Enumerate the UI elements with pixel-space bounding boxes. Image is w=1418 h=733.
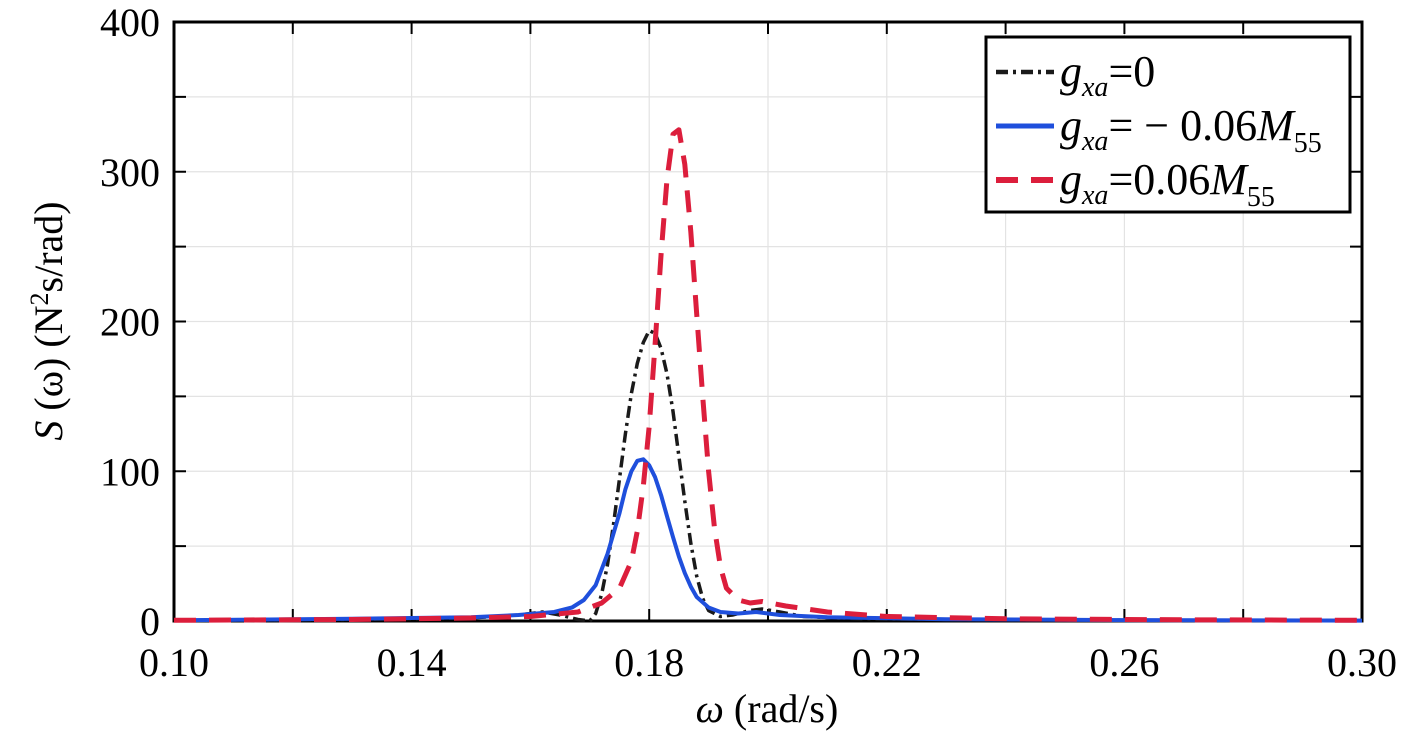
- x-tick-label: 0.30: [1327, 640, 1397, 685]
- y-tick-labels: 0 100 200 300 400: [100, 0, 160, 644]
- legend-label: gxa= − 0.06M55: [1060, 101, 1322, 159]
- y-tick-label: 100: [100, 449, 160, 494]
- y-tick-label: 0: [140, 599, 160, 644]
- x-tick-label: 0.22: [852, 640, 922, 685]
- series-layer: [173, 127, 1363, 623]
- x-tick-label: 0.14: [377, 640, 447, 685]
- x-tick-label: 0.26: [1089, 640, 1159, 685]
- y-tick-label: 400: [100, 0, 160, 45]
- series-line: [173, 127, 1363, 623]
- x-axis-label: ω (rad/s): [696, 686, 839, 731]
- y-tick-label: 300: [100, 150, 160, 195]
- y-axis-label: S(ω)(N2s/rad): [25, 201, 71, 440]
- x-tick-label: 0.10: [139, 640, 209, 685]
- series-line: [173, 457, 1363, 623]
- y-tick-label: 200: [100, 300, 160, 345]
- legend-label: gxa=0: [1060, 47, 1155, 103]
- legend-label: gxa=0.06M55: [1060, 155, 1275, 213]
- x-tick-label: 0.18: [614, 640, 684, 685]
- series-line: [173, 328, 1363, 623]
- x-tick-labels: 0.10 0.14 0.18 0.22 0.26 0.30: [139, 640, 1397, 685]
